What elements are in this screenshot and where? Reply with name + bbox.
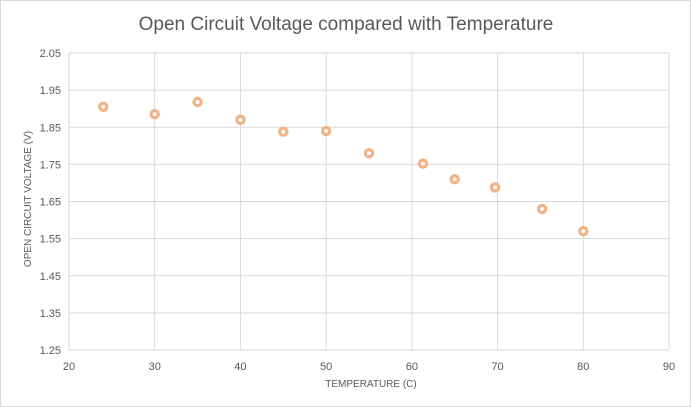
data-point xyxy=(536,203,548,215)
data-point xyxy=(363,148,375,159)
data-point xyxy=(320,125,332,137)
data-point xyxy=(417,158,429,169)
data-point xyxy=(278,126,289,137)
data-point xyxy=(149,109,160,120)
x-tick-label: 30 xyxy=(149,361,161,373)
y-axis-title: OPEN CIRCUIT VOLTAGE (V) xyxy=(23,131,34,267)
x-tick-label: 40 xyxy=(234,361,246,373)
data-point xyxy=(578,225,589,237)
y-tick-label: 1.95 xyxy=(40,85,61,97)
gridlines xyxy=(68,52,670,351)
chart-title: Open Circuit Voltage compared with Tempe… xyxy=(139,14,554,35)
y-tick-label: 1.65 xyxy=(40,197,61,209)
tick-labels: 20 30 40 50 60 70 80 90 2.05 1.95 1.85 1.75 1.65 1.55… xyxy=(40,48,676,373)
x-tick-label: 60 xyxy=(406,361,418,373)
x-tick-label: 20 xyxy=(63,361,75,373)
y-tick-label: 1.25 xyxy=(40,345,61,357)
data-point xyxy=(98,101,109,113)
data-point xyxy=(192,96,203,108)
y-tick-label: 1.35 xyxy=(40,308,61,320)
data-point xyxy=(489,182,501,193)
y-tick-label: 1.75 xyxy=(40,159,61,171)
y-tick-label: 1.85 xyxy=(40,122,61,134)
y-tick-label: 2.05 xyxy=(40,48,61,60)
data-points xyxy=(98,96,589,237)
data-point xyxy=(235,114,246,126)
x-tick-label: 50 xyxy=(320,361,332,373)
x-tick-label: 70 xyxy=(491,361,503,373)
data-point xyxy=(449,174,460,185)
y-tick-label: 1.55 xyxy=(40,234,61,246)
x-tick-label: 80 xyxy=(577,361,589,373)
x-tick-label: 90 xyxy=(663,361,675,373)
x-axis-title: TEMPERATURE (C) xyxy=(325,379,416,390)
y-tick-label: 1.45 xyxy=(40,271,61,283)
